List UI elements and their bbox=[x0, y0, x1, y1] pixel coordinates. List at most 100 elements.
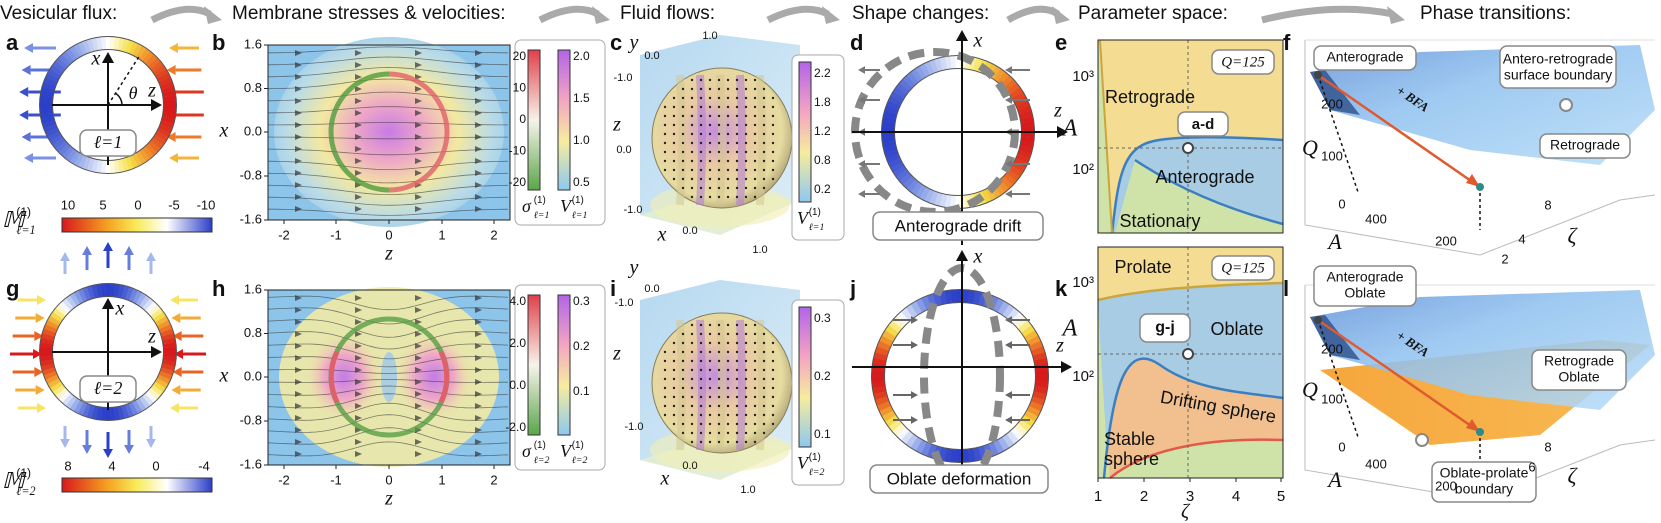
flow-dot bbox=[690, 359, 694, 363]
label: Oblate bbox=[1344, 285, 1385, 301]
flow-arrow bbox=[1006, 5, 1060, 24]
streamline-arrow bbox=[355, 122, 362, 128]
flow-dot bbox=[744, 332, 748, 336]
flow-dot bbox=[735, 359, 739, 363]
streamline bbox=[267, 184, 509, 195]
math-subscript: ℓ=2 bbox=[534, 455, 550, 466]
streamline-arrow bbox=[475, 98, 482, 104]
membrane-segment bbox=[1015, 153, 1030, 164]
streamline-arrow bbox=[475, 170, 482, 176]
flow-dot bbox=[663, 377, 667, 381]
streamline bbox=[267, 196, 509, 206]
math-subscript: ℓ=1 bbox=[572, 210, 588, 221]
flow-dot bbox=[681, 96, 685, 100]
flow-dot bbox=[735, 78, 739, 82]
flow-dot bbox=[690, 332, 694, 336]
streamline bbox=[268, 106, 509, 114]
membrane-segment bbox=[82, 403, 92, 418]
membrane-segment bbox=[62, 393, 75, 407]
membrane-segment bbox=[900, 430, 914, 445]
math-subscript: ℓ=2 bbox=[809, 467, 825, 478]
tick-label: 200 bbox=[1321, 341, 1343, 356]
flow-dot bbox=[762, 422, 766, 426]
membrane-segment bbox=[40, 337, 54, 345]
math-symbol: 𝕄 bbox=[2, 207, 27, 232]
flow-dot bbox=[672, 350, 676, 354]
streamline bbox=[268, 208, 509, 216]
flow-dot bbox=[735, 350, 739, 354]
membrane-segment bbox=[42, 367, 56, 376]
colorbar-tick-label: 2.0 bbox=[509, 336, 526, 350]
stress-field bbox=[381, 352, 397, 402]
membrane-segment bbox=[132, 399, 143, 414]
flow-dot bbox=[744, 150, 748, 154]
flow-dot bbox=[708, 431, 712, 435]
tick-label: 100 bbox=[1321, 391, 1343, 406]
flow-dot bbox=[699, 87, 703, 91]
axis-label: x bbox=[657, 224, 667, 246]
flow-dot bbox=[717, 132, 721, 136]
flow-dot bbox=[699, 105, 703, 109]
flow-dot bbox=[771, 386, 775, 390]
arrow-head bbox=[151, 345, 162, 359]
membrane-segment bbox=[939, 193, 948, 208]
membrane-segment bbox=[893, 165, 907, 178]
arrow-head bbox=[19, 87, 29, 97]
flow-dot bbox=[762, 168, 766, 172]
region-stable bbox=[1098, 300, 1283, 478]
label: Q=125 bbox=[1221, 260, 1265, 276]
flow-dot bbox=[744, 359, 748, 363]
flow-dot bbox=[744, 368, 748, 372]
membrane-segment bbox=[883, 145, 898, 154]
membrane-segment bbox=[82, 39, 91, 54]
y-tick-label: -0.8 bbox=[240, 412, 262, 427]
membrane-segment bbox=[1032, 390, 1047, 400]
membrane-segment bbox=[1010, 426, 1024, 441]
membrane-segment bbox=[58, 54, 71, 67]
stress-field bbox=[304, 332, 384, 422]
flow-dot bbox=[717, 87, 721, 91]
streamline-arrow bbox=[355, 206, 362, 212]
membrane-segment bbox=[91, 158, 99, 173]
membrane-segment bbox=[152, 311, 167, 323]
membrane-segment bbox=[132, 290, 143, 304]
membrane-segment bbox=[993, 439, 1005, 454]
membrane-segment bbox=[992, 298, 1005, 313]
region-label: Anterograde bbox=[1155, 167, 1254, 187]
label: Oblate bbox=[1558, 369, 1599, 385]
membrane-segment bbox=[902, 176, 916, 190]
flow-dot bbox=[726, 78, 730, 82]
membrane-segment bbox=[929, 190, 939, 205]
streamline-arrow bbox=[415, 331, 422, 337]
membrane-segment bbox=[95, 36, 103, 51]
membrane-segment bbox=[1026, 335, 1041, 347]
arrow-head bbox=[955, 30, 969, 41]
flow-dot bbox=[699, 341, 703, 345]
tick-label: 0.0 bbox=[644, 50, 659, 62]
arrow-head bbox=[1061, 360, 1072, 374]
flow-dot bbox=[681, 422, 685, 426]
streamline-arrow bbox=[355, 182, 362, 188]
column-header: Fluid flows: bbox=[620, 3, 715, 24]
bfa-path bbox=[1317, 318, 1475, 430]
membrane-segment bbox=[905, 433, 918, 448]
arrow-head bbox=[21, 65, 31, 75]
flow-dot bbox=[690, 368, 694, 372]
flow-dot bbox=[753, 386, 757, 390]
label-box bbox=[1313, 45, 1417, 71]
flow-dot bbox=[753, 422, 757, 426]
streamline-arrow bbox=[415, 122, 422, 128]
membrane-segment bbox=[40, 363, 55, 372]
tick-label: 0.0 bbox=[682, 225, 697, 237]
flow-dot bbox=[708, 123, 712, 127]
flow-dot bbox=[726, 105, 730, 109]
label: z bbox=[147, 80, 156, 102]
membrane-segment bbox=[117, 284, 125, 299]
axis-label: z bbox=[612, 343, 621, 365]
flow-dot bbox=[744, 413, 748, 417]
region-label: Stable bbox=[1104, 429, 1155, 449]
membrane-segment bbox=[160, 81, 174, 90]
flow-dot bbox=[672, 359, 676, 363]
membrane-segment bbox=[43, 324, 58, 334]
flow-dot bbox=[708, 422, 712, 426]
